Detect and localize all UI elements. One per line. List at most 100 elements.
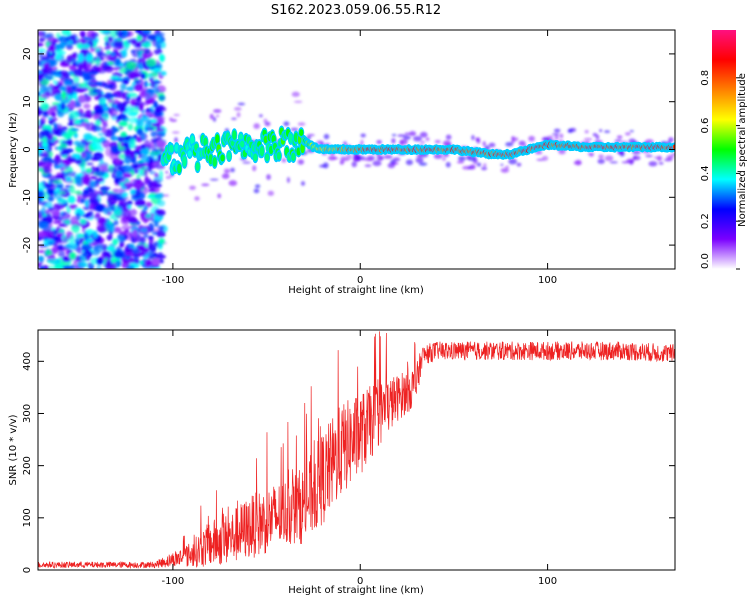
noise-blob <box>209 178 219 181</box>
ridge-cell <box>177 163 182 174</box>
noise-blob <box>84 109 93 119</box>
snr-y-ticks: 0 100 200 300 400 <box>22 352 675 573</box>
noise-blob <box>391 162 399 165</box>
noise-blob <box>85 168 92 173</box>
noise-blob <box>83 37 93 41</box>
noise-blob <box>141 42 152 48</box>
noise-blob <box>558 150 566 155</box>
spectrogram-x-tick-label: 0 <box>357 275 363 286</box>
noise-blob <box>575 159 582 166</box>
noise-blob <box>38 255 45 262</box>
noise-blob <box>61 91 66 100</box>
noise-blob <box>47 43 56 53</box>
noise-blob <box>70 58 77 62</box>
ridge-cell <box>182 156 187 167</box>
noise-blob <box>488 142 496 148</box>
noise-blob <box>149 152 156 159</box>
noise-blob <box>61 150 66 156</box>
noise-blob <box>144 126 155 131</box>
noise-blob <box>145 213 152 219</box>
noise-blob <box>546 135 554 139</box>
noise-blob <box>40 94 46 98</box>
noise-blob <box>127 200 133 206</box>
noise-blob <box>291 91 300 97</box>
noise-blob <box>81 151 86 159</box>
noise-blob <box>267 190 274 196</box>
noise-blob <box>119 82 127 92</box>
noise-blob <box>123 100 131 105</box>
noise-blob <box>85 162 94 166</box>
noise-blob <box>209 113 214 120</box>
noise-blob <box>80 43 91 49</box>
noise-blob <box>105 223 112 231</box>
noise-blob <box>118 200 125 205</box>
noise-blob <box>157 242 163 250</box>
noise-blob <box>173 114 180 117</box>
snr-y-tick-label: 300 <box>22 404 33 423</box>
noise-blob <box>47 196 55 202</box>
noise-blob <box>131 48 140 58</box>
noise-blob <box>112 226 122 233</box>
noise-blob <box>88 200 100 205</box>
noise-blob <box>64 166 72 170</box>
noise-blob <box>481 166 488 171</box>
noise-blob <box>38 91 41 97</box>
colorbar-gradient <box>712 30 736 269</box>
noise-blob <box>121 49 128 58</box>
noise-blob <box>372 160 382 167</box>
noise-blob <box>141 36 146 43</box>
noise-blob <box>476 162 482 167</box>
noise-blob <box>157 225 165 231</box>
noise-blob <box>290 127 299 132</box>
noise-blob <box>104 261 114 269</box>
noise-blob <box>597 158 605 164</box>
spectrogram-y-tick-label: 20 <box>22 48 33 61</box>
noise-blob <box>85 53 94 62</box>
noise-blob <box>127 205 132 209</box>
noise-blob <box>536 158 545 161</box>
noise-blob <box>38 146 43 155</box>
noise-blob <box>41 115 47 123</box>
noise-blob <box>648 161 658 167</box>
spectrogram-noise <box>38 30 675 269</box>
noise-blob <box>112 165 118 174</box>
noise-blob <box>316 140 324 145</box>
noise-blob <box>592 133 598 137</box>
noise-blob <box>500 168 510 173</box>
noise-blob <box>55 50 66 56</box>
noise-blob <box>143 232 149 238</box>
noise-blob <box>133 163 139 170</box>
noise-blob <box>60 211 71 221</box>
noise-blob <box>511 140 515 143</box>
noise-blob <box>96 50 104 57</box>
noise-blob <box>158 54 166 63</box>
noise-blob <box>53 123 58 130</box>
snr-panel: -100 0 100 0 100 200 300 400 Height of straigh… <box>8 329 676 596</box>
noise-blob <box>53 155 61 165</box>
noise-blob <box>376 155 384 161</box>
noise-blob <box>82 59 88 69</box>
noise-blob <box>109 108 118 117</box>
noise-blob <box>155 139 167 149</box>
noise-blob <box>49 118 57 123</box>
snr-y-axis-label: SNR (10 * v/v) <box>8 414 19 485</box>
noise-blob <box>148 34 158 41</box>
noise-blob <box>129 138 135 143</box>
noise-blob <box>94 126 102 132</box>
colorbar-tick-label: 0.4 <box>700 165 711 181</box>
noise-blob <box>353 156 362 162</box>
noise-blob <box>86 81 95 86</box>
noise-blob <box>71 224 80 233</box>
noise-blob <box>43 229 54 238</box>
noise-blob <box>39 265 46 269</box>
noise-blob <box>130 100 136 107</box>
noise-blob <box>96 228 108 232</box>
spectrogram-x-ticks: -100 0 100 <box>162 30 557 286</box>
snr-y-tick-label: 0 <box>22 567 33 573</box>
noise-blob <box>158 170 164 179</box>
noise-blob <box>233 107 242 111</box>
noise-blob <box>81 225 87 234</box>
noise-blob <box>405 159 414 166</box>
noise-blob <box>48 133 54 141</box>
noise-blob <box>38 42 44 47</box>
